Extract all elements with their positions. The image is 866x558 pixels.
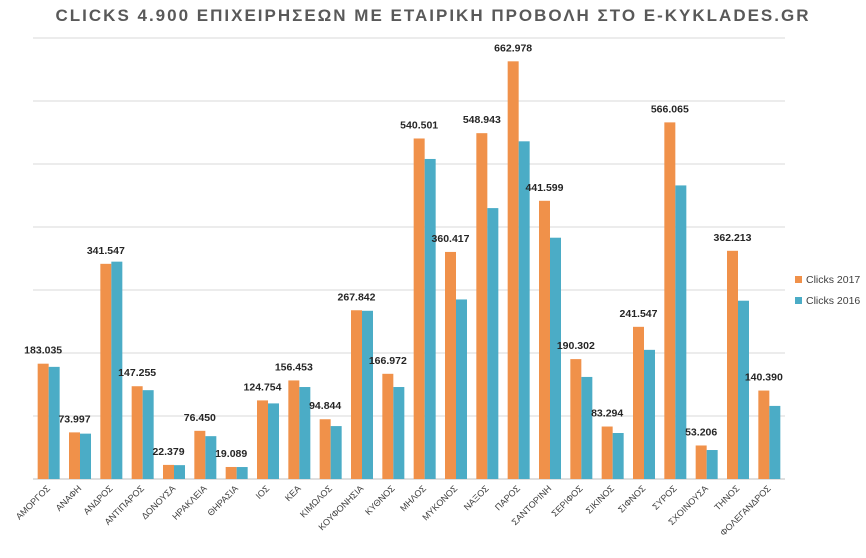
bar-Clicks 2016: [550, 237, 561, 479]
data-label: 147.255: [118, 367, 156, 379]
bar-Clicks 2017: [413, 138, 425, 479]
bar-Clicks 2017: [601, 426, 613, 479]
data-label: 140.390: [745, 372, 783, 384]
x-tick-label: ΠΑΡΟΣ: [493, 483, 522, 512]
legend-label: Clicks 2017: [806, 274, 860, 286]
bar-Clicks 2016: [644, 349, 655, 479]
bar-Clicks 2017: [507, 61, 519, 480]
x-tick-label: ΣΥΡΟΣ: [650, 483, 679, 512]
chart-title: CLICKS 4.900 ΕΠΙΧΕΙΡΗΣΕΩΝ ΜΕ ΕΤΑΙΡΙΚΗ ΠΡ…: [55, 6, 811, 25]
bar-Clicks 2016: [487, 208, 499, 479]
bar-Clicks 2017: [100, 263, 112, 479]
bar-Clicks 2016: [456, 299, 467, 479]
bar-Clicks 2017: [758, 390, 770, 479]
bar-Clicks 2016: [581, 376, 593, 479]
bar-Clicks 2017: [194, 430, 206, 479]
bar-Clicks 2017: [288, 380, 300, 479]
bar-Clicks 2017: [319, 419, 331, 479]
bar-Clicks 2016: [675, 185, 687, 480]
data-label: 94.844: [309, 400, 341, 412]
bar-Clicks 2016: [80, 433, 91, 479]
x-tick-label: ΤΗΝΟΣ: [712, 483, 741, 512]
data-label: 166.972: [369, 355, 407, 367]
data-label: 76.450: [184, 412, 216, 424]
data-label: 73.997: [58, 413, 90, 425]
bar-Clicks 2016: [393, 387, 405, 479]
legend-swatch: [795, 297, 802, 304]
bar-Clicks 2017: [225, 466, 237, 479]
bar-Clicks 2017: [727, 250, 738, 479]
x-tick-label: ΘΗΡΑΣΙΑ: [205, 483, 240, 518]
bar-Clicks 2017: [382, 373, 394, 479]
bar-Clicks 2017: [257, 400, 268, 479]
bar-Clicks 2016: [612, 433, 624, 479]
x-tick-label: ΣΙΦΝΟΣ: [616, 483, 648, 515]
x-tick-label: ΑΝΑΦΗ: [54, 483, 84, 513]
bar-Clicks 2017: [351, 310, 362, 479]
data-label: 190.302: [557, 340, 595, 352]
data-label: 83.294: [591, 408, 623, 420]
bar-Clicks 2016: [111, 261, 123, 479]
bar-Clicks 2016: [362, 310, 373, 479]
bar-Clicks 2016: [518, 141, 530, 479]
bar-Clicks 2017: [163, 464, 174, 479]
data-label: 267.842: [338, 291, 376, 303]
x-tick-label: ΝΑΞΟΣ: [462, 483, 491, 512]
data-label: 19.089: [215, 448, 247, 460]
data-label: 362.213: [714, 232, 752, 244]
x-tick-label: ΣΕΡΙΦΟΣ: [550, 483, 586, 519]
data-label: 566.065: [651, 103, 689, 115]
data-label: 341.547: [87, 245, 125, 257]
x-tick-label: ΙΟΣ: [254, 483, 272, 501]
bar-Clicks 2016: [268, 403, 279, 479]
legend-label: Clicks 2016: [806, 295, 860, 307]
bar-Clicks 2017: [37, 363, 49, 479]
data-label: 540.501: [400, 119, 438, 131]
bar-Clicks 2016: [48, 366, 60, 479]
bar-Clicks 2017: [69, 432, 80, 479]
bar-Clicks 2017: [445, 251, 456, 479]
bar-Clicks 2016: [424, 158, 436, 479]
bar-Clicks 2016: [299, 387, 311, 479]
bar-Clicks 2016: [174, 465, 185, 479]
bar-Clicks 2016: [330, 426, 342, 479]
bar-Clicks 2017: [695, 445, 707, 479]
data-label: 662.978: [494, 42, 532, 54]
bar-Clicks 2017: [664, 122, 676, 479]
bar-Clicks 2017: [539, 200, 550, 479]
bar-Clicks 2017: [633, 326, 644, 479]
bar-Clicks 2016: [205, 436, 217, 479]
bar-Clicks 2016: [769, 405, 781, 479]
data-label: 22.379: [152, 446, 184, 458]
data-label: 124.754: [244, 381, 282, 393]
x-tick-label: ΣΙΚΙΝΟΣ: [584, 483, 617, 516]
bar-Clicks 2017: [476, 133, 488, 480]
data-label: 360.417: [432, 233, 470, 245]
bar-Clicks 2017: [570, 359, 582, 479]
data-label: 53.206: [685, 426, 717, 438]
x-tick-label: ΑΜΟΡΓΟΣ: [14, 483, 53, 522]
data-label: 156.453: [275, 361, 313, 373]
x-tick-label: ΜΗΛΟΣ: [398, 483, 428, 513]
x-tick-label: ΚΥΘΝΟΣ: [363, 483, 397, 517]
data-label: 241.547: [620, 308, 658, 320]
data-label: 548.943: [463, 114, 501, 126]
bar-Clicks 2016: [706, 450, 718, 479]
bar-Clicks 2016: [738, 300, 749, 479]
data-label: 183.035: [24, 345, 62, 357]
bar-Clicks 2016: [236, 467, 248, 479]
legend-swatch: [795, 276, 802, 283]
bar-Clicks 2016: [142, 390, 154, 479]
data-label: 441.599: [526, 182, 564, 194]
bar-Clicks 2017: [131, 386, 143, 479]
x-tick-label: ΚΕΑ: [283, 483, 303, 503]
